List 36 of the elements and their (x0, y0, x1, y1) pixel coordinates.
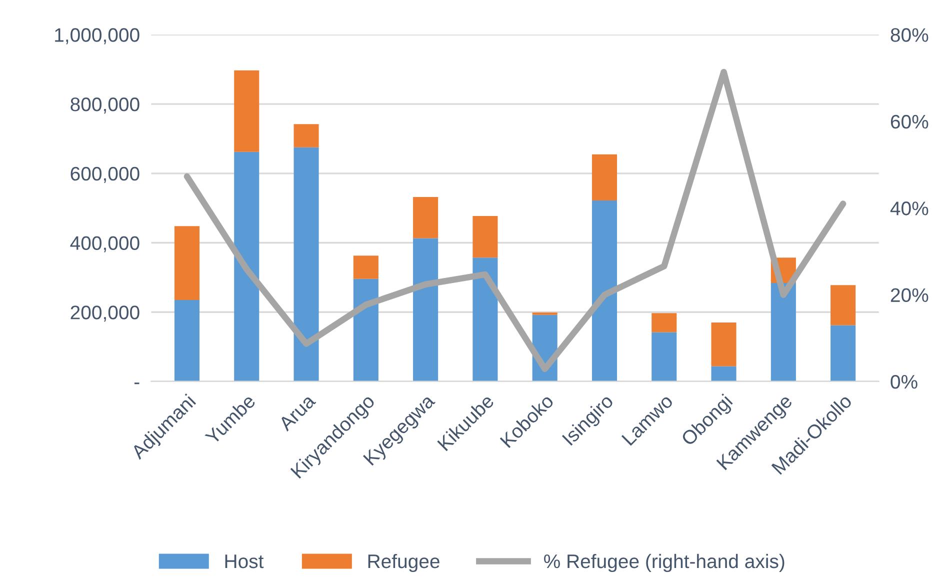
bar (472, 216, 498, 258)
bar (234, 70, 260, 152)
legend-label: Refugee (368, 554, 440, 572)
bar (830, 285, 856, 326)
legend-label: % Refugee (right-hand axis) (544, 554, 784, 572)
y-tick-label: 1,000,000 (55, 28, 140, 44)
bar (472, 258, 498, 382)
y-tick-label: 600,000 (70, 166, 140, 183)
bar (652, 313, 677, 332)
bar (413, 196, 438, 238)
bar (592, 200, 618, 382)
bar (174, 300, 200, 382)
y-tick-label: 400,000 (70, 236, 140, 252)
bar (234, 152, 260, 382)
bar (294, 124, 319, 148)
bar (353, 278, 378, 382)
bar (711, 366, 736, 382)
bar (830, 325, 856, 382)
bar (294, 147, 319, 382)
y2-tick-label: 40% (890, 202, 928, 216)
bar (532, 312, 558, 315)
bar (413, 238, 438, 382)
y-tick-label: 800,000 (70, 98, 140, 114)
bar (353, 256, 378, 279)
y-tick-label: 200,000 (70, 306, 140, 322)
bar (711, 322, 736, 366)
bar (592, 154, 618, 200)
y2-tick-label: 80% (890, 28, 928, 42)
y2-tick-label: 0% (890, 374, 918, 389)
bar (770, 282, 796, 382)
y2-tick-label: 60% (890, 114, 928, 129)
bar (174, 226, 200, 300)
bar (652, 332, 677, 382)
y-tick-label: - (134, 382, 140, 384)
legend-label: Host (225, 554, 264, 568)
y2-tick-label: 20% (890, 288, 928, 302)
